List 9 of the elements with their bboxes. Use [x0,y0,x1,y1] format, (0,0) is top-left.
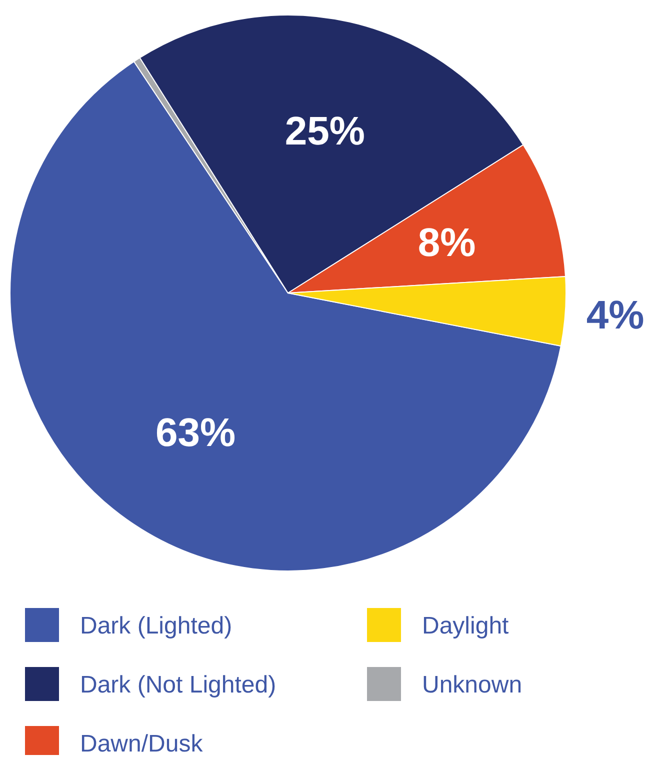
legend-label: Unknown [422,671,522,698]
legend-label: Dawn/Dusk [80,730,204,758]
data-label: 8% [418,221,476,266]
legend-label: Dark (Not Lighted) [80,671,276,698]
legend-label: Daylight [422,612,510,640]
data-label: 4% [586,294,644,338]
legend-label: Dark (Lighted) [80,612,232,640]
data-label: 63% [155,410,236,455]
data-label: 25% [284,109,365,154]
